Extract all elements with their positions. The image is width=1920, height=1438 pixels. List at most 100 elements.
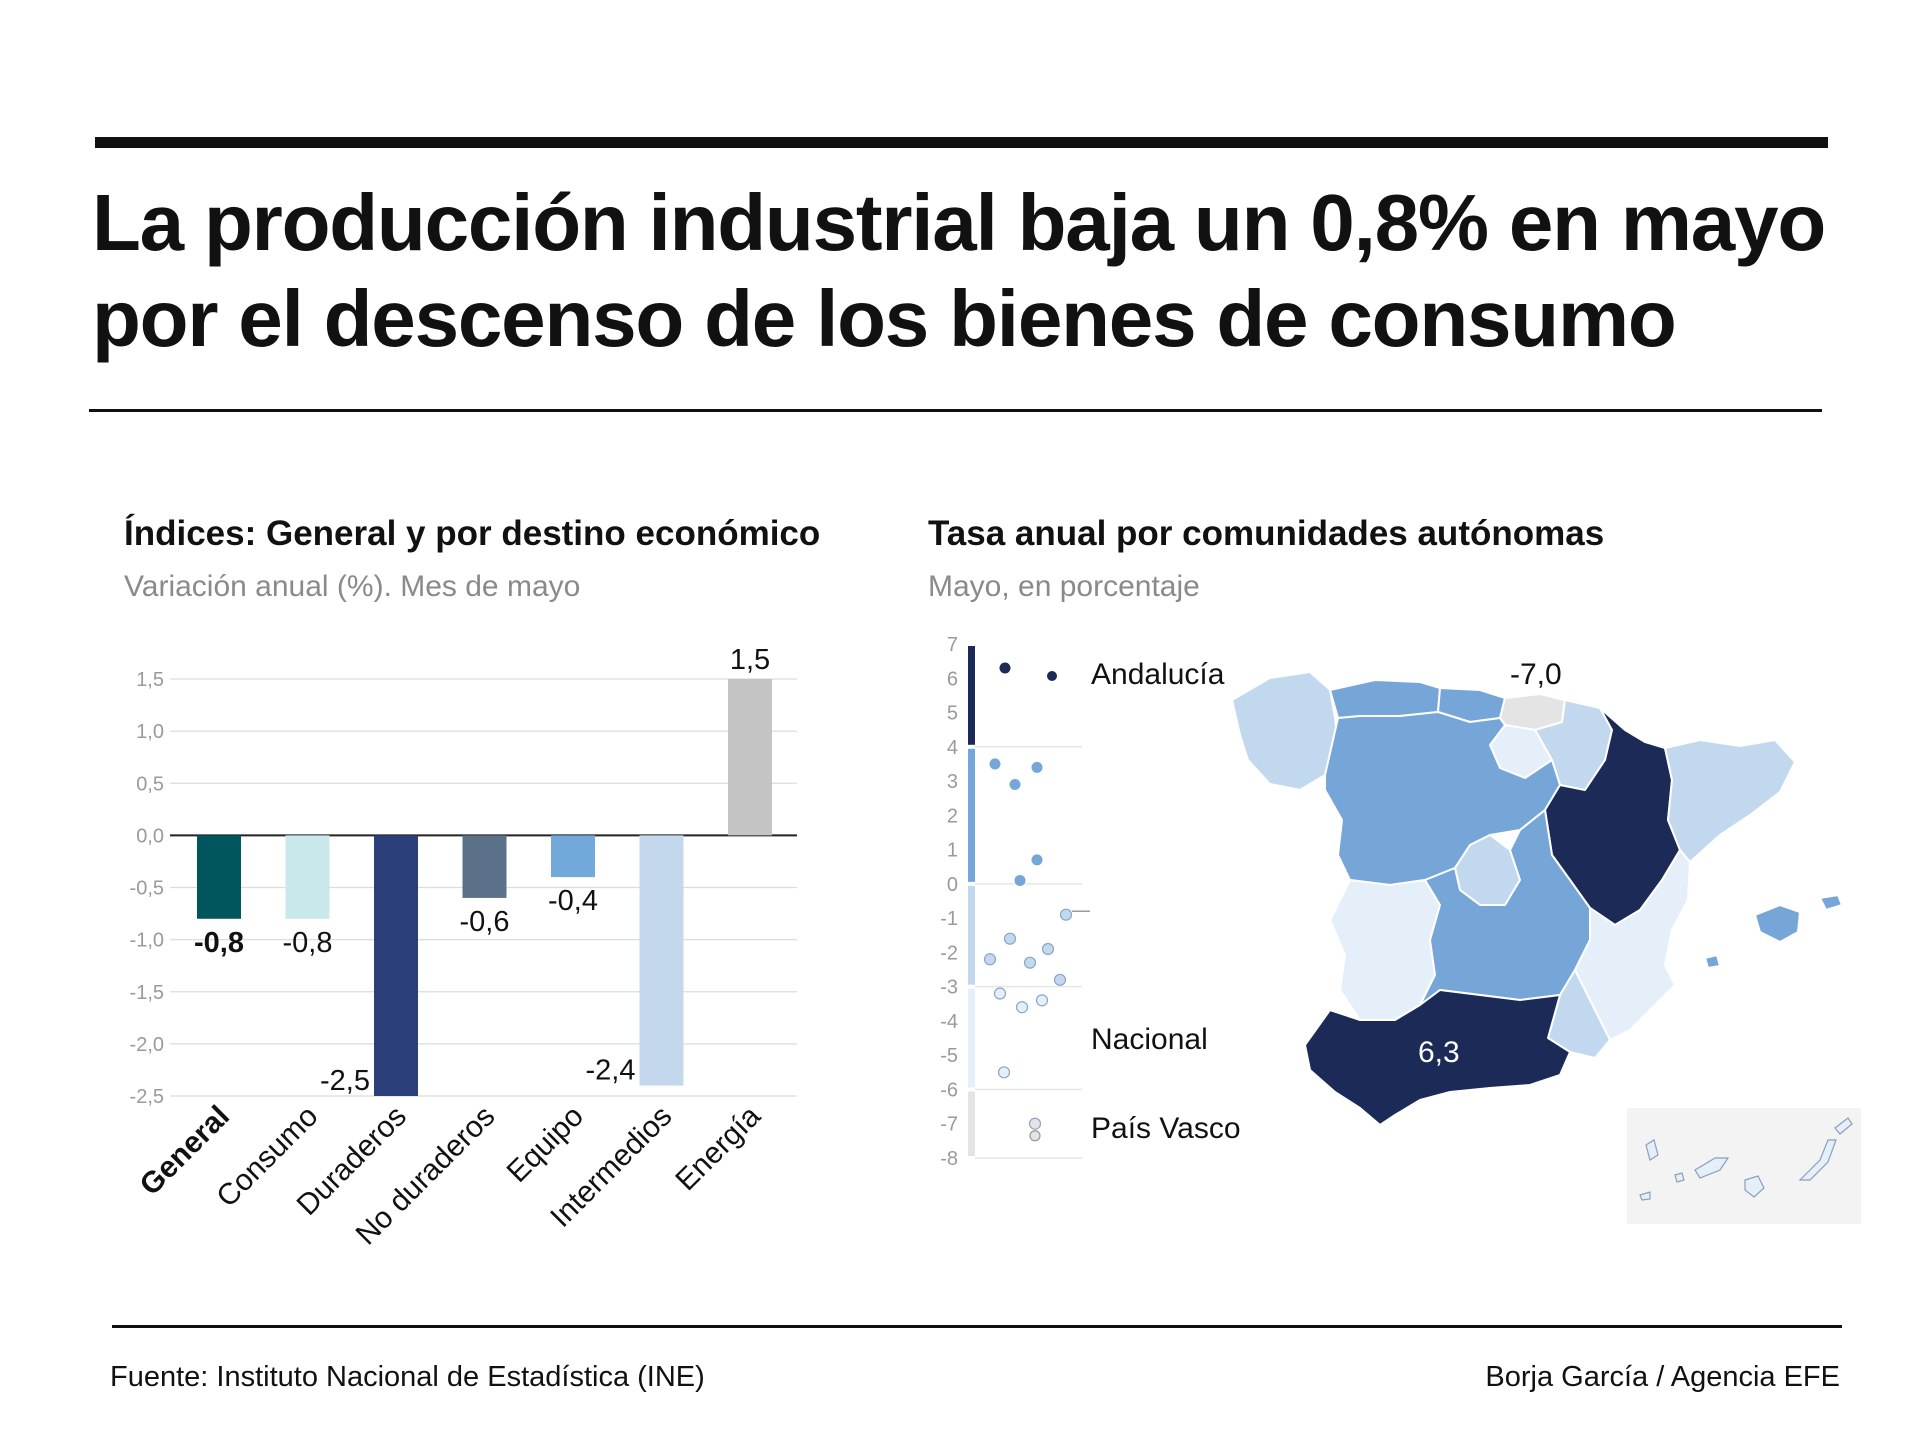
value-label: -0,8: [194, 927, 244, 959]
map-title: Tasa anual por comunidades autónomas: [928, 514, 1605, 553]
strip-color-bands: [968, 646, 975, 1156]
strip-tick-label: -6: [940, 1079, 958, 1101]
strip-tick-label: 6: [947, 668, 958, 690]
strip-tick-label: 4: [947, 737, 958, 759]
map-subtitle: Mayo, en porcentaje: [928, 570, 1200, 603]
map-region-ibiza: [1704, 954, 1721, 969]
strip-point: [1014, 874, 1026, 886]
bar-no-duraderos: [462, 835, 507, 898]
map-region-comunidad-valenciana: [1574, 849, 1691, 1041]
strip-grid: [975, 746, 1082, 1159]
y-tick-label: -1,0: [130, 930, 164, 952]
canary-island-la-gomera: [1674, 1172, 1685, 1183]
strip-point: [1028, 1117, 1042, 1130]
canary-island-lanzarote: [1834, 1117, 1853, 1135]
bottom-rule: [112, 1325, 1842, 1328]
bar-chart-grid: 1,5 1,0 0,5 0,0 -0,5 -1,0 -1,5 -2,0 -2,5: [130, 669, 797, 1108]
y-tick-label: 1,0: [136, 721, 164, 743]
y-tick-label: -0,5: [130, 878, 164, 900]
strip-band: [968, 646, 975, 745]
strip-tick-label: -5: [940, 1045, 958, 1067]
value-label: -2,5: [320, 1065, 370, 1097]
annotation-nacional: Nacional: [1091, 1023, 1208, 1056]
strip-tick-label: -1: [940, 908, 958, 930]
strip-point: [1035, 994, 1049, 1007]
strip-tick-label: -7: [940, 1114, 958, 1136]
strip-tick-label: -4: [940, 1011, 958, 1033]
strip-point: [983, 953, 997, 966]
value-label: 1,5: [730, 644, 770, 676]
y-tick-label: -2,5: [130, 1086, 164, 1108]
bar-chart-bars: [197, 679, 772, 1096]
canary-islands-inset: [1627, 1108, 1861, 1224]
y-tick-label: -1,5: [130, 982, 164, 1004]
strip-tick-label: -2: [940, 942, 958, 964]
canary-island-la-palma: [1645, 1139, 1659, 1161]
strip-point: [1041, 942, 1055, 956]
strip-band: [968, 748, 975, 882]
map-region-galicia: [1231, 671, 1339, 791]
value-label: -2,4: [586, 1055, 636, 1087]
strip-points: [983, 662, 1073, 1130]
strip-band: [968, 988, 975, 1088]
bar-chart-title: Índices: General y por destino económico: [124, 514, 821, 553]
bar-consumo: [285, 835, 330, 919]
strip-point: [1053, 973, 1067, 986]
map-region-asturias: [1329, 679, 1441, 719]
map-label-andalucia: 6,3: [1418, 1036, 1460, 1069]
strip-point: [989, 758, 1001, 770]
strip-band: [968, 1091, 975, 1156]
map-region-cataluna: [1664, 739, 1796, 863]
value-label: -0,4: [548, 885, 598, 917]
strip-tick-label: -8: [940, 1148, 958, 1170]
strip-tick-label: 7: [947, 634, 958, 656]
y-tick-label: 0,5: [136, 773, 164, 795]
bar-chart-value-labels: -0,8 -0,8 -2,5 -0,6 -0,4 -2,4 1,5: [194, 644, 770, 1097]
headline-line-1: La producción industrial baja un 0,8% en…: [92, 178, 1826, 267]
legend-marker-pais-vasco: [1029, 1130, 1041, 1142]
strip-tick-label: 2: [947, 805, 958, 827]
mid-rule: [89, 409, 1822, 412]
strip-tick-label: 3: [947, 771, 958, 793]
top-rule: [95, 137, 1828, 148]
strip-annotations: Andalucía Nacional País Vasco: [1029, 658, 1241, 1145]
map-label-pais-vasco: -7,0: [1510, 658, 1562, 691]
bar-chart-subtitle: Variación anual (%). Mes de mayo: [124, 570, 581, 603]
legend-marker-andalucia: [1047, 671, 1057, 681]
canary-island-el-hierro: [1639, 1191, 1651, 1201]
bar-general: [197, 835, 241, 919]
strip-axis-ticks: 7 6 5 4 3 2 1 0 -1 -2 -3 -4 -5 -6 -7 -8: [940, 634, 958, 1170]
map-region-mallorca: [1754, 904, 1801, 943]
y-tick-label: -2,0: [130, 1034, 164, 1056]
map-region-andalucia: [1304, 989, 1571, 1126]
canary-island-fuerteventura: [1798, 1139, 1837, 1181]
strip-point: [1023, 956, 1037, 969]
canary-island-gran-canaria: [1744, 1175, 1765, 1198]
strip-band: [968, 885, 975, 985]
annotation-pais-vasco: País Vasco: [1091, 1112, 1241, 1145]
strip-point: [1031, 854, 1043, 866]
strip-point: [1003, 932, 1017, 945]
bar-equipo: [551, 835, 595, 878]
strip-point: [993, 987, 1007, 1000]
value-label: -0,8: [283, 927, 333, 959]
headline-line-2: por el descenso de los bienes de consumo: [92, 274, 1677, 363]
canary-island-tenerife: [1694, 1157, 1730, 1179]
strip-point: [1015, 1001, 1029, 1014]
headline: La producción industrial baja un 0,8% en…: [92, 175, 1852, 367]
bar-intermedios: [639, 835, 684, 1086]
strip-point: [1009, 778, 1021, 790]
author-credit: Borja García / Agencia EFE: [1485, 1361, 1840, 1393]
value-label: -0,6: [460, 906, 510, 938]
bar-energía: [728, 679, 772, 836]
annotation-andalucia: Andalucía: [1091, 658, 1225, 691]
strip-tick-label: 1: [947, 840, 958, 862]
strip-tick-label: -3: [940, 977, 958, 999]
strip-point: [997, 1066, 1011, 1079]
source-note: Fuente: Instituto Nacional de Estadístic…: [110, 1361, 705, 1393]
strip-point: [1059, 908, 1073, 921]
y-tick-label: 1,5: [136, 669, 164, 691]
bar-duraderos: [374, 835, 418, 1096]
